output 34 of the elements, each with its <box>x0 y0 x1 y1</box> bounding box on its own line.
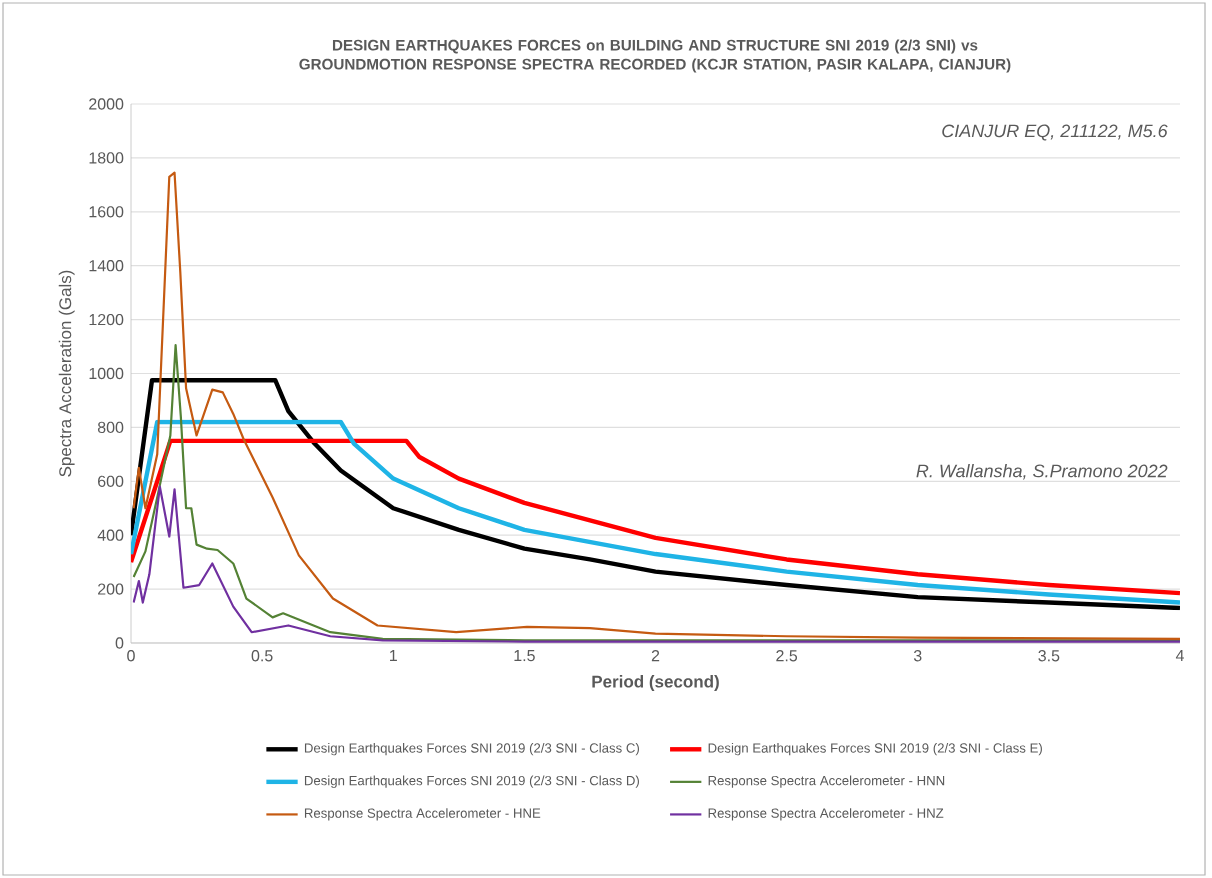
legend-label: Response Spectra Accelerometer - HNN <box>708 775 945 788</box>
y-axis-title: Spectra Acceleration (Gals) <box>58 270 75 477</box>
x-tick-label: 1 <box>390 650 397 662</box>
legend-label: Response Spectra Accelerometer - HNZ <box>708 808 944 821</box>
annotation: R. Wallansha, S.Pramono 2022 <box>916 464 1168 480</box>
chart-title: DESIGN EARTHQUAKES FORCES on BUILDING AND STRUCTURE SNI 2019 (2/3 SNI) vs GROUNDMOTION RESPONSE SPECTRA RECORDED (KCJR STATION, PASIR KALAPA, CIANJUR) <box>299 39 1011 73</box>
y-tick-label: 1800 <box>89 152 124 164</box>
y-tick-label: 2000 <box>89 98 124 110</box>
x-tick-label: 3.5 <box>1038 650 1060 662</box>
legend-label: Design Earthquakes Forces SNI 2019 (2/3 SNI - Class D) <box>304 775 639 788</box>
x-tick-label: 2 <box>651 650 660 662</box>
x-tick-label: 0.5 <box>251 650 273 662</box>
x-tick-label: 4 <box>1175 650 1184 662</box>
line-series <box>131 419 1180 605</box>
y-tick-label: 1600 <box>89 206 124 218</box>
y-tick-label: 0 <box>115 637 124 649</box>
legend-label: Response Spectra Accelerometer - HNE <box>304 808 541 821</box>
y-tick-label: 1400 <box>89 260 124 272</box>
line-series <box>131 438 1180 596</box>
x-tick-label: 3 <box>913 650 922 662</box>
legend-label: Design Earthquakes Forces SNI 2019 (2/3 SNI - Class E) <box>708 743 1042 756</box>
y-tick-label: 1200 <box>89 313 124 326</box>
y-tick-label: 800 <box>97 421 124 434</box>
x-tick-label: 0 <box>127 650 135 662</box>
line-series <box>131 378 1180 611</box>
y-tick-label: 1000 <box>89 367 124 380</box>
y-tick-label: 200 <box>98 583 124 595</box>
y-tick-label: 400 <box>97 529 124 541</box>
x-tick-label: 1.5 <box>514 650 535 662</box>
legend-label: Design Earthquakes Forces SNI 2019 (2/3 SNI - Class C) <box>304 743 639 756</box>
x-tick-label: 2.5 <box>776 650 798 662</box>
y-tick-label: 600 <box>98 475 124 487</box>
x-axis-title: Period (second) <box>592 675 719 691</box>
annotation: CIANJUR EQ, 211122, M5.6 <box>942 124 1168 141</box>
